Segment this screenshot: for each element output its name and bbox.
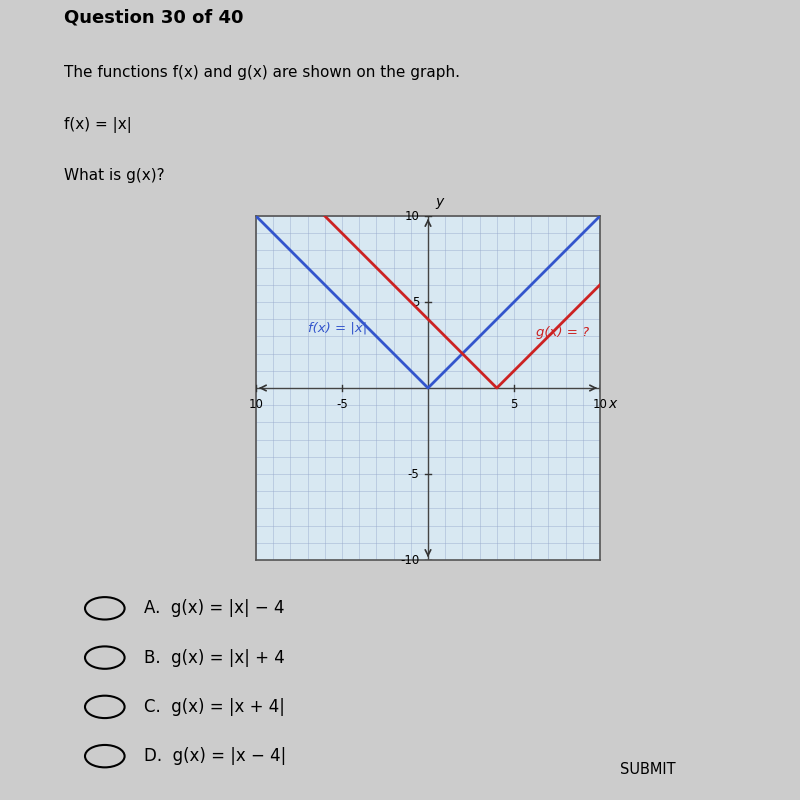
Text: f(x) = |x|: f(x) = |x| xyxy=(308,322,367,334)
Text: x: x xyxy=(609,397,617,410)
Text: 10: 10 xyxy=(405,210,419,222)
Text: Question 30 of 40: Question 30 of 40 xyxy=(64,9,243,26)
Text: g(x) = ?: g(x) = ? xyxy=(535,326,589,339)
Text: What is g(x)?: What is g(x)? xyxy=(64,169,165,183)
Text: y: y xyxy=(435,195,443,209)
Text: 5: 5 xyxy=(510,398,518,411)
Text: 5: 5 xyxy=(412,295,419,309)
Text: -5: -5 xyxy=(336,398,348,411)
Text: C.  g(x) = |x + 4|: C. g(x) = |x + 4| xyxy=(144,698,286,716)
Text: 10: 10 xyxy=(593,398,607,411)
Text: -10: -10 xyxy=(400,554,419,566)
Text: D.  g(x) = |x − 4|: D. g(x) = |x − 4| xyxy=(144,747,286,765)
Text: B.  g(x) = |x| + 4: B. g(x) = |x| + 4 xyxy=(144,649,285,666)
Text: SUBMIT: SUBMIT xyxy=(620,762,676,778)
Text: A.  g(x) = |x| − 4: A. g(x) = |x| − 4 xyxy=(144,599,285,618)
Text: f(x) = |x|: f(x) = |x| xyxy=(64,117,132,133)
Text: -5: -5 xyxy=(408,467,419,481)
Text: The functions f(x) and g(x) are shown on the graph.: The functions f(x) and g(x) are shown on… xyxy=(64,65,460,80)
Text: 10: 10 xyxy=(249,398,263,411)
